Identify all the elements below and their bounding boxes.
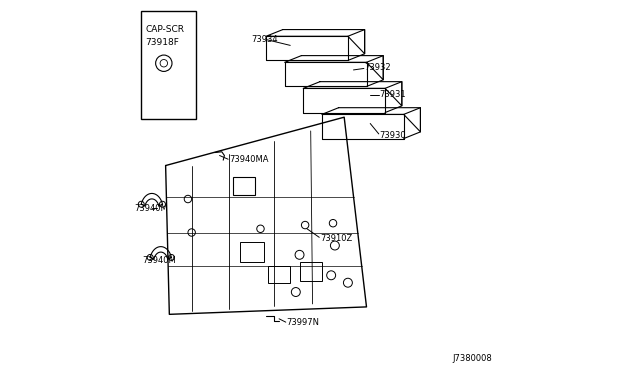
Bar [232, 177, 255, 195]
Text: J7380008: J7380008 [452, 355, 492, 363]
Text: CAP-SCR: CAP-SCR [145, 25, 184, 33]
Text: 73940MA: 73940MA [229, 155, 268, 164]
Text: 73931: 73931 [380, 90, 406, 99]
Bar [300, 262, 322, 281]
Text: 73910Z: 73910Z [320, 234, 352, 243]
Bar [240, 242, 264, 262]
Text: 73940M: 73940M [142, 256, 176, 265]
Bar [141, 11, 196, 119]
Text: 73940M: 73940M [135, 204, 168, 213]
Text: 73932: 73932 [365, 63, 391, 72]
Bar [268, 266, 290, 283]
Text: 73934: 73934 [251, 35, 278, 44]
Text: 73930: 73930 [380, 131, 406, 140]
Text: 73997N: 73997N [287, 318, 319, 327]
Text: 73918F: 73918F [145, 38, 179, 47]
